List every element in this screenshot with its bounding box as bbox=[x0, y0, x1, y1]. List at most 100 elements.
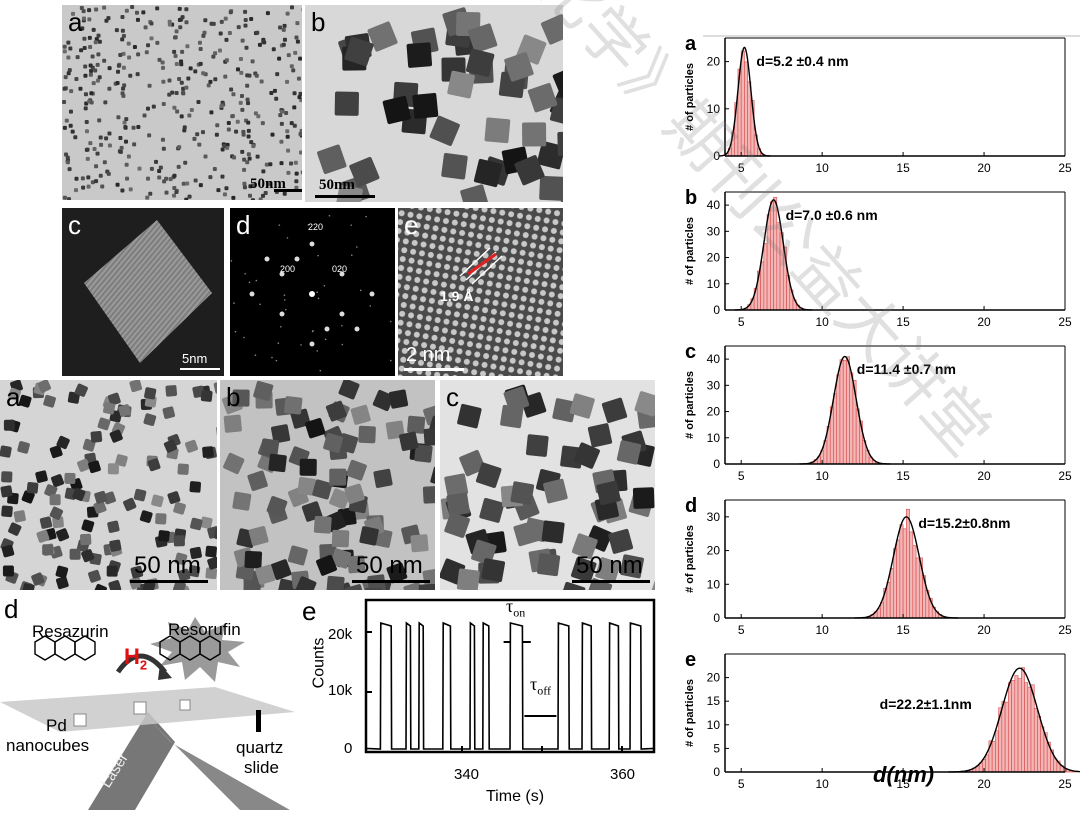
nanocube bbox=[510, 481, 534, 505]
histogram-bar bbox=[764, 244, 767, 310]
nanoparticle bbox=[100, 184, 104, 188]
nanoparticle bbox=[81, 186, 85, 190]
nanoparticle bbox=[124, 117, 128, 121]
nanoparticle bbox=[175, 62, 179, 66]
nanoparticle bbox=[91, 54, 95, 58]
nanoparticle bbox=[280, 110, 284, 114]
fft-noise bbox=[316, 291, 318, 293]
nanoparticle bbox=[229, 88, 233, 92]
nanocube bbox=[284, 396, 303, 415]
fft-noise bbox=[259, 304, 261, 306]
h2-label: H2 bbox=[124, 644, 147, 672]
nanocube bbox=[55, 565, 68, 578]
nanocube bbox=[17, 441, 30, 454]
tem-mid-c: c 50 nm bbox=[440, 380, 655, 590]
nanoparticle bbox=[223, 192, 227, 196]
nanocube bbox=[526, 434, 549, 457]
nanoparticle bbox=[185, 181, 189, 185]
hist-ytick-label: 30 bbox=[707, 224, 721, 238]
nanoparticle bbox=[83, 74, 87, 78]
nanocube bbox=[338, 380, 360, 400]
nanoparticle bbox=[181, 91, 185, 95]
nanocube bbox=[247, 470, 268, 491]
nanoparticle bbox=[208, 175, 212, 179]
hist-ytick-label: 40 bbox=[707, 198, 721, 212]
nanoparticle bbox=[79, 48, 83, 52]
fft-noise bbox=[271, 357, 273, 359]
nanoparticle bbox=[224, 38, 228, 42]
tem-image-a: a 50nm bbox=[62, 5, 302, 200]
nanoparticle bbox=[271, 133, 275, 137]
histogram-bar bbox=[916, 558, 919, 618]
fft-spot bbox=[295, 257, 300, 262]
tem-mid-a: a 50 nm bbox=[0, 380, 217, 590]
fft-noise bbox=[365, 216, 367, 218]
nanoparticle bbox=[178, 7, 182, 11]
fft-spots bbox=[230, 208, 395, 376]
nanocube bbox=[177, 463, 189, 475]
nanocube bbox=[70, 549, 81, 560]
tem-image-b: b 50nm bbox=[305, 5, 563, 202]
scale-label-a: 50nm bbox=[250, 176, 286, 193]
nanoparticle bbox=[81, 176, 85, 180]
nanocube bbox=[423, 428, 435, 446]
histogram-bar bbox=[903, 529, 906, 618]
nanoparticle bbox=[116, 115, 120, 119]
nanoparticle bbox=[180, 50, 184, 54]
hist-ytick-label: 10 bbox=[707, 277, 721, 291]
fft-spot bbox=[370, 292, 375, 297]
nanoparticle bbox=[280, 161, 284, 165]
hist-annotation: d=5.2 ±0.4 nm bbox=[756, 53, 848, 69]
nanoparticle bbox=[102, 59, 106, 63]
fft-noise bbox=[249, 281, 251, 283]
hist-ytick-label: 40 bbox=[707, 352, 721, 366]
nanoparticle bbox=[236, 120, 240, 124]
nanoparticle bbox=[186, 77, 190, 81]
hist-annotation: d=7.0 ±0.6 nm bbox=[786, 207, 878, 223]
nanocube bbox=[109, 539, 122, 552]
nanocube bbox=[441, 153, 468, 180]
fft-noise bbox=[280, 326, 282, 328]
nanocube bbox=[213, 381, 217, 394]
nanoparticle bbox=[268, 162, 272, 166]
nanocube bbox=[335, 91, 359, 115]
nanoparticle bbox=[273, 89, 277, 93]
nanoparticle bbox=[84, 92, 88, 96]
nanocube bbox=[1, 471, 12, 482]
fft-image-d: d 220 200 020 bbox=[230, 208, 395, 376]
hist-xtick-label: 25 bbox=[1058, 315, 1072, 329]
nanoparticle bbox=[157, 176, 161, 180]
nanoparticle bbox=[184, 7, 188, 11]
nanoparticle bbox=[248, 157, 252, 161]
hist-ylabel: # of particles bbox=[684, 525, 696, 593]
panel-label-e: e bbox=[404, 212, 418, 238]
nanoparticle bbox=[145, 50, 149, 54]
nanoparticle bbox=[261, 121, 265, 125]
hist-xtick-label: 10 bbox=[815, 315, 829, 329]
nanoparticle bbox=[68, 46, 72, 50]
fft-noise bbox=[341, 325, 343, 327]
nanoparticle bbox=[240, 94, 244, 98]
nanoparticle bbox=[234, 130, 238, 134]
nanocube bbox=[481, 558, 505, 582]
nanocube bbox=[13, 510, 26, 523]
nanocube bbox=[484, 117, 510, 143]
fft-noise bbox=[285, 309, 287, 311]
nanoparticle bbox=[239, 57, 243, 61]
nanoparticle bbox=[228, 31, 232, 35]
nanoparticle bbox=[141, 10, 145, 14]
histogram-bar bbox=[995, 731, 998, 772]
nanoparticle bbox=[125, 177, 129, 181]
nanoparticle bbox=[180, 81, 184, 85]
hist-xtick-label: 5 bbox=[738, 469, 745, 483]
nanoparticle bbox=[74, 77, 78, 81]
nanoparticle bbox=[227, 121, 231, 125]
nanoparticle bbox=[240, 108, 244, 112]
nanocube bbox=[93, 583, 107, 590]
hist-xtick-label: 25 bbox=[1058, 777, 1072, 791]
nanocube bbox=[205, 546, 217, 558]
nanocube bbox=[365, 588, 382, 590]
nanoparticle bbox=[261, 194, 265, 198]
nanoparticle bbox=[231, 196, 235, 200]
